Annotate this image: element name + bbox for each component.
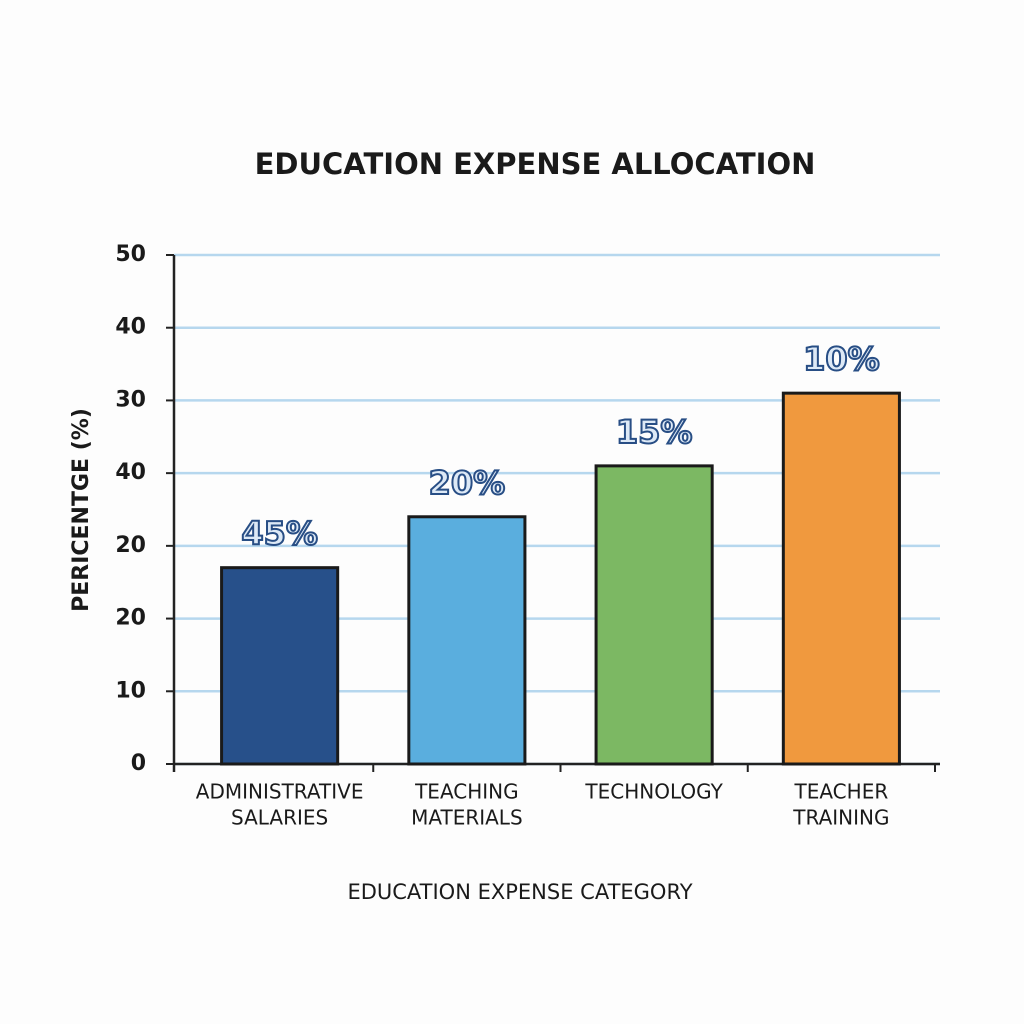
- y-tick-label: 10: [115, 678, 146, 703]
- x-tick-label: ADMINISTRATIVE: [196, 780, 364, 804]
- x-axis-label: EDUCATION EXPENSE CATEGORY: [347, 880, 692, 904]
- x-tick-label: TEACHING: [414, 780, 519, 804]
- y-tick-label: 40: [115, 460, 146, 485]
- y-tick-label: 40: [115, 315, 146, 340]
- bar: [220, 566, 340, 766]
- annotation: 15%: [616, 413, 693, 451]
- x-tick-label: MATERIALS: [411, 806, 523, 830]
- bar: [781, 391, 901, 766]
- y-tick-label: 0: [131, 751, 146, 776]
- annotation: 20%: [429, 464, 506, 502]
- y-tick-label: 20: [115, 533, 146, 558]
- x-tick-label: TECHNOLOGY: [584, 780, 723, 804]
- y-tick-label: 30: [115, 387, 146, 412]
- chart-title: EDUCATION EXPENSE ALLOCATION: [255, 147, 816, 181]
- x-tick-label: TEACHER: [794, 780, 889, 804]
- y-tick-label: 50: [115, 242, 146, 267]
- bar: [407, 515, 527, 766]
- annotation: 45%: [241, 515, 318, 553]
- annotation: 10%: [803, 340, 880, 378]
- bar: [594, 464, 714, 766]
- y-tick-label: 20: [115, 606, 146, 631]
- y-axis-label: PERICENTGE (%): [69, 408, 94, 612]
- x-tick-label: TRAINING: [792, 806, 889, 830]
- x-tick-label: SALARIES: [231, 806, 328, 830]
